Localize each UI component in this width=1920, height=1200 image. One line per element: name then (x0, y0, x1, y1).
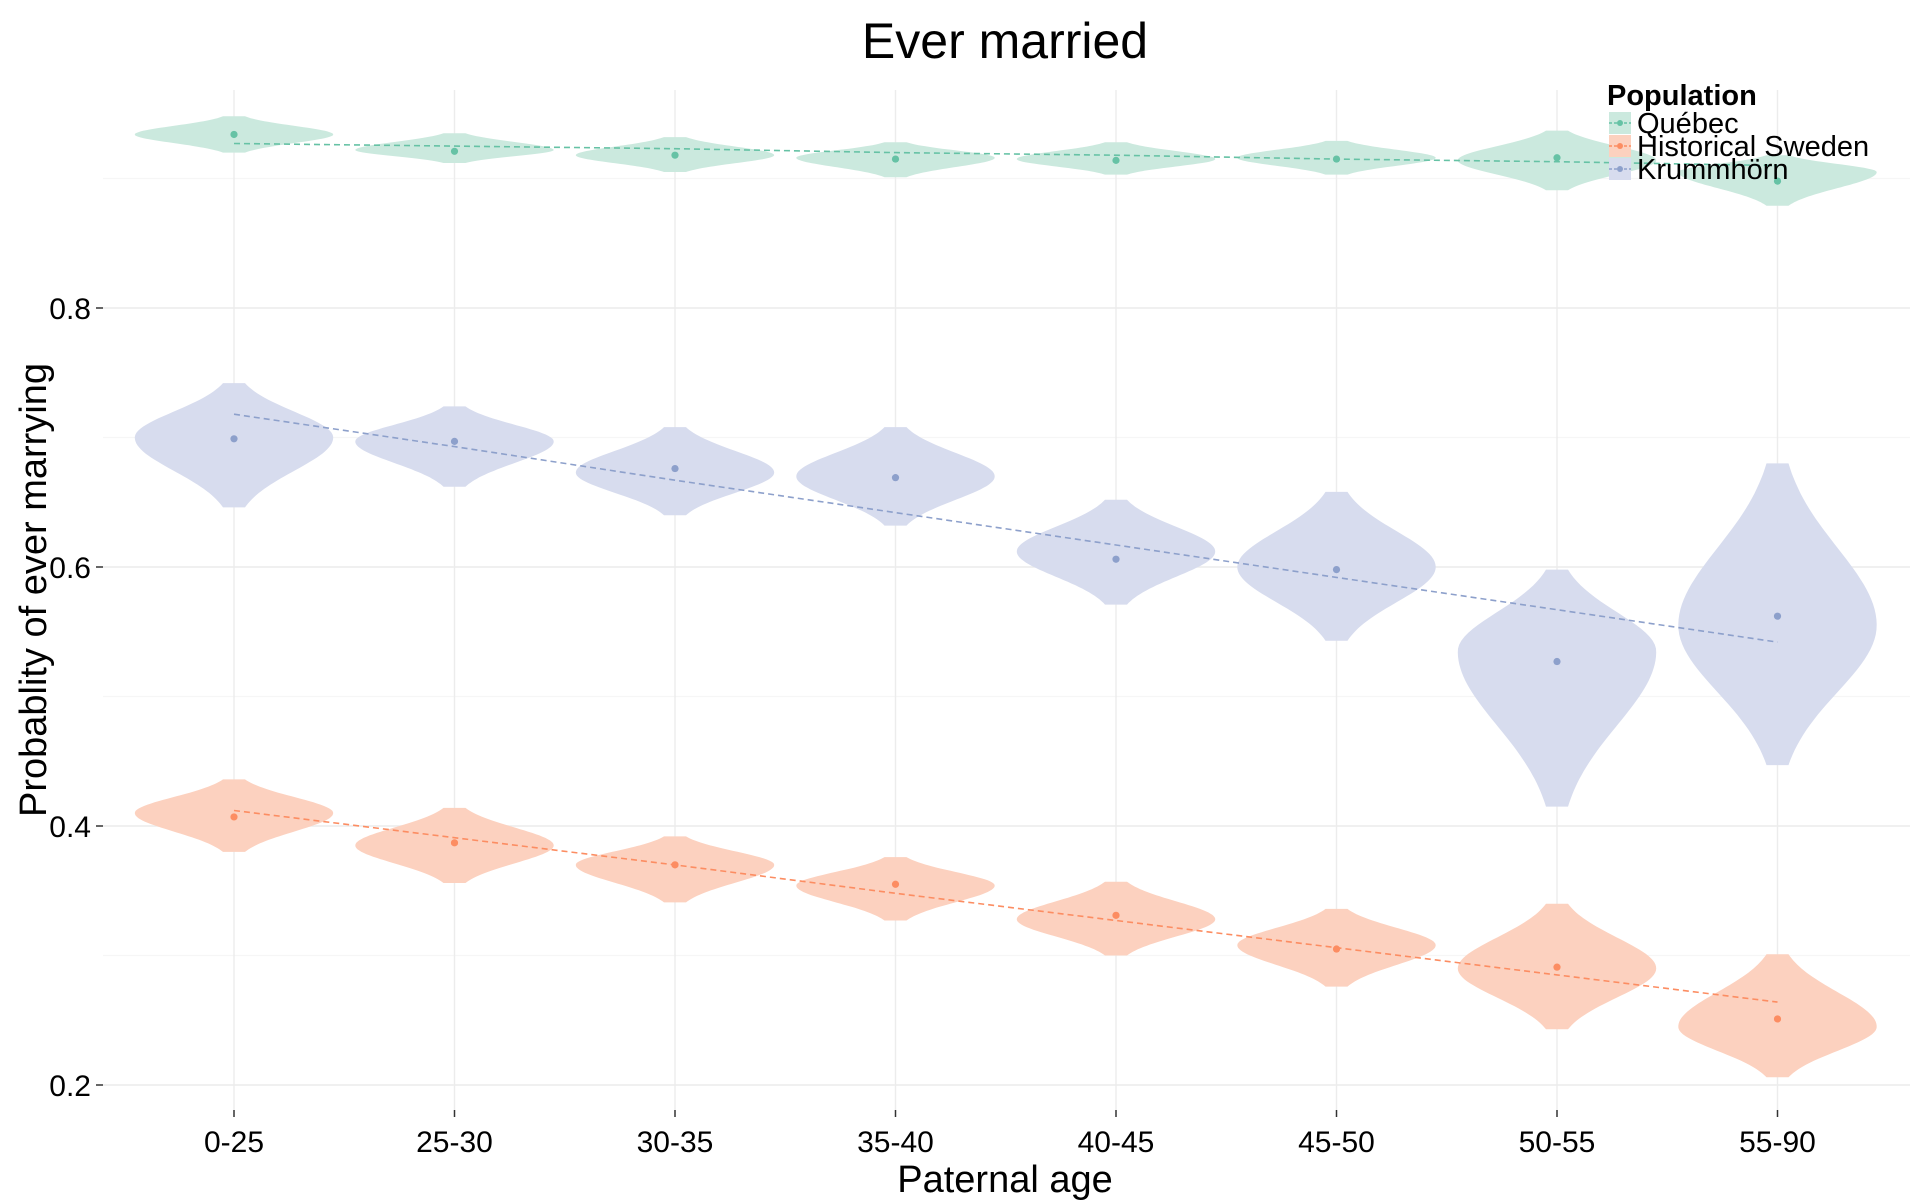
violin-historical-sweden (575, 836, 775, 903)
point-krummh-rn (450, 437, 459, 445)
legend-point-historical-sweden (1617, 143, 1623, 149)
point-historical-sweden (671, 861, 679, 869)
y-axis-title: Probablity of ever marrying (13, 363, 55, 817)
point-historical-sweden (450, 839, 459, 847)
violin-historical-sweden (796, 857, 995, 921)
trend-lines (233, 142, 1778, 1003)
legend-label-qu-bec: Québec (1637, 108, 1739, 140)
point-qu-bec (450, 147, 459, 155)
point-historical-sweden (230, 813, 238, 821)
x-tick-label: 0-25 (204, 1126, 264, 1159)
x-tick-label: 55-90 (1739, 1126, 1816, 1159)
point-krummh-rn (1773, 612, 1782, 620)
point-historical-sweden (1773, 1015, 1782, 1023)
violin-krummh-rn (134, 383, 334, 508)
point-qu-bec (1112, 156, 1120, 164)
violin-krummh-rn (1457, 569, 1657, 807)
legend-title: Population (1607, 80, 1757, 112)
x-tick-label: 25-30 (416, 1126, 493, 1159)
axes: 0.2 0.4 0.6 0.8 0-25 25-30 30-35 35-40 40-45 45-5… (49, 293, 1816, 1159)
trend-line-krummh-rn (233, 413, 1778, 643)
legend-label-historical-sweden: Historical Sweden (1637, 131, 1869, 163)
point-krummh-rn (1332, 565, 1341, 574)
x-tick-label: 30-35 (637, 1126, 714, 1159)
point-qu-bec (671, 151, 679, 159)
y-tick-label: 0.2 (49, 1070, 91, 1103)
point-qu-bec (1332, 155, 1341, 163)
point-krummh-rn (671, 464, 679, 473)
x-tick-label: 35-40 (857, 1126, 934, 1159)
y-tick-label: 0.4 (49, 811, 91, 844)
legend-point-qu-bec (1617, 120, 1623, 126)
legend-label-krummh-rn: Krummhörn (1637, 154, 1789, 186)
point-historical-sweden (891, 880, 900, 888)
point-qu-bec (891, 155, 900, 163)
point-qu-bec (230, 130, 238, 139)
trend-line-qu-bec (233, 142, 1778, 167)
mean-points (230, 130, 1782, 1023)
legend-point-krummh-rn (1617, 166, 1623, 172)
point-qu-bec (1553, 154, 1561, 162)
point-krummh-rn (1112, 555, 1120, 563)
x-tick-label: 45-50 (1298, 1126, 1375, 1159)
violin-krummh-rn (1016, 499, 1216, 605)
violins (134, 116, 1877, 1078)
chart-title: Ever married (862, 13, 1148, 69)
point-krummh-rn (230, 435, 238, 443)
point-historical-sweden (1112, 911, 1120, 919)
point-historical-sweden (1332, 945, 1341, 953)
point-qu-bec (1773, 177, 1782, 185)
x-tick-label: 40-45 (1078, 1126, 1155, 1159)
y-tick-label: 0.6 (49, 552, 91, 585)
point-krummh-rn (1553, 657, 1561, 666)
point-historical-sweden (1553, 963, 1561, 971)
point-krummh-rn (891, 474, 900, 482)
x-axis-title: Paternal age (897, 1159, 1113, 1200)
x-tick-label: 50-55 (1519, 1126, 1596, 1159)
y-tick-label: 0.8 (49, 293, 91, 326)
